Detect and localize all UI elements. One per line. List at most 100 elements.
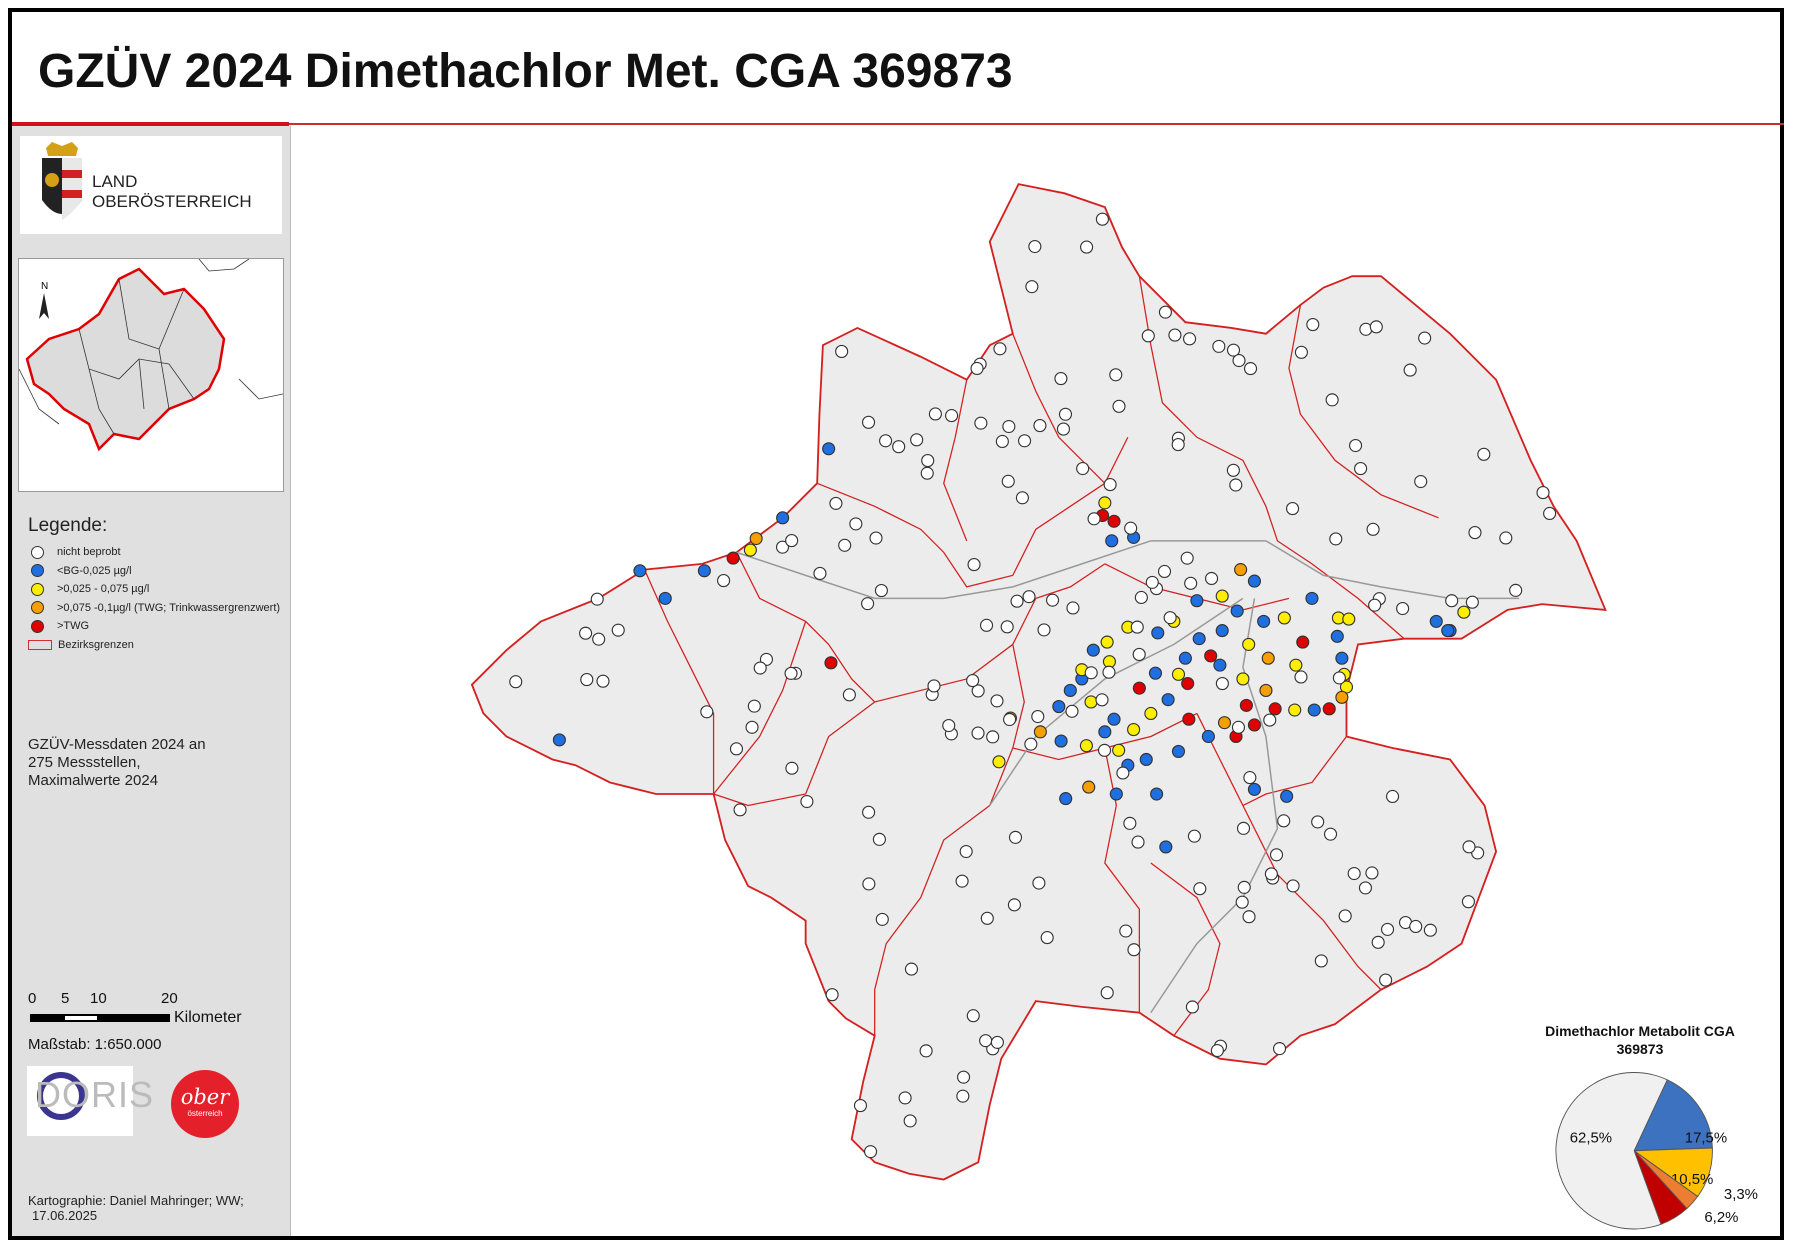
station-not-sampled — [927, 679, 941, 693]
station-sampled — [1127, 723, 1141, 737]
station-not-sampled — [1116, 766, 1130, 780]
station-not-sampled — [1380, 922, 1395, 936]
station-not-sampled — [1348, 438, 1363, 453]
station-not-sampled — [1076, 461, 1090, 476]
station-not-sampled — [862, 805, 876, 819]
station-sampled — [1171, 744, 1186, 758]
station-not-sampled — [1130, 620, 1144, 634]
station-sampled — [1429, 614, 1443, 628]
station-not-sampled — [1032, 876, 1046, 890]
station-not-sampled — [863, 1145, 878, 1159]
station-not-sampled — [1212, 339, 1226, 353]
station-not-sampled — [1231, 720, 1246, 734]
station-not-sampled — [1311, 815, 1325, 829]
station-sampled — [824, 656, 838, 670]
station-not-sampled — [921, 454, 935, 468]
station-not-sampled — [1002, 419, 1016, 434]
station-not-sampled — [1183, 332, 1197, 346]
station-sampled — [1190, 594, 1204, 608]
station-not-sampled — [1037, 623, 1051, 637]
station-sampled — [1342, 612, 1356, 626]
station-sampled — [1247, 782, 1261, 796]
station-sampled — [1307, 703, 1321, 717]
station-sampled — [1230, 604, 1244, 618]
station-not-sampled — [910, 433, 924, 447]
station-not-sampled — [1025, 280, 1039, 294]
legend-item-below-bg: <BG-0,025 µg/l — [28, 562, 280, 581]
station-not-sampled — [1123, 816, 1137, 830]
station-sampled — [1259, 683, 1273, 698]
station-sampled — [1296, 635, 1310, 649]
station-not-sampled — [753, 661, 767, 675]
station-not-sampled — [1499, 531, 1513, 545]
scale-tick: 0 — [28, 990, 37, 1007]
doris-ring-icon — [37, 1072, 85, 1120]
oberoesterreich-logo: ober österreich — [171, 1070, 239, 1138]
station-sampled — [1082, 780, 1096, 794]
station-sampled — [1105, 534, 1119, 548]
station-not-sampled — [956, 1089, 970, 1103]
station-not-sampled — [879, 434, 893, 448]
upper-austria-map — [470, 183, 1607, 1181]
station-not-sampled — [1418, 331, 1432, 345]
station-not-sampled — [1332, 671, 1346, 685]
pie-slice-label: 10,5% — [1671, 1171, 1713, 1188]
station-not-sampled — [995, 434, 1009, 449]
station-sampled — [1109, 787, 1123, 801]
station-not-sampled — [1087, 512, 1101, 526]
station-not-sampled — [974, 416, 988, 430]
station-sampled — [1084, 695, 1098, 709]
station-sampled — [1033, 725, 1047, 739]
pie-slice-label: 3,3% — [1724, 1186, 1758, 1203]
station-not-sampled — [1084, 666, 1098, 680]
station-not-sampled — [1033, 419, 1047, 433]
station-sampled — [1322, 702, 1336, 716]
credit-line: 17.06.2025 — [32, 1208, 98, 1223]
legend-label: >TWG — [57, 620, 90, 633]
info-line: GZÜV-Messdaten 2024 an — [28, 736, 206, 753]
station-not-sampled — [775, 540, 790, 554]
station-not-sampled — [904, 962, 919, 976]
logo-line2: OBERÖSTERREICH — [92, 192, 252, 211]
station-sampled — [1242, 637, 1256, 651]
legend-dot-icon — [31, 564, 44, 578]
station-not-sampled — [1226, 463, 1240, 477]
station-not-sampled — [875, 912, 889, 926]
station-not-sampled — [580, 673, 594, 687]
station-not-sampled — [942, 718, 956, 733]
station-not-sampled — [1306, 318, 1320, 332]
station-sampled — [1151, 626, 1165, 640]
station-not-sampled — [1100, 986, 1114, 1000]
station-not-sampled — [1119, 924, 1133, 938]
station-not-sampled — [1103, 478, 1117, 492]
station-not-sampled — [892, 440, 906, 454]
legend-dot-icon — [31, 601, 44, 615]
station-not-sampled — [1163, 611, 1177, 625]
station-not-sampled — [853, 1098, 868, 1113]
info-text: GZÜV-Messdaten 2024 an 275 Messstellen, … — [28, 736, 206, 790]
station-not-sampled — [1269, 848, 1284, 862]
station-sampled — [1054, 734, 1068, 748]
station-not-sampled — [1158, 305, 1172, 319]
station-not-sampled — [1414, 474, 1428, 489]
station-sampled — [633, 564, 647, 578]
station-not-sampled — [979, 1034, 993, 1048]
station-sampled — [1132, 681, 1146, 695]
station-not-sampled — [955, 874, 969, 888]
station-not-sampled — [800, 794, 814, 809]
station-not-sampled — [1066, 601, 1080, 615]
station-not-sampled — [813, 566, 827, 581]
station-not-sampled — [1314, 954, 1328, 968]
station-sampled — [1107, 514, 1121, 528]
station-sampled — [1063, 683, 1077, 698]
station-not-sampled — [966, 673, 980, 688]
station-sampled — [1289, 658, 1303, 672]
station-not-sampled — [1145, 575, 1159, 589]
logo-text: österreich — [187, 1109, 223, 1118]
station-not-sampled — [1001, 474, 1015, 488]
station-not-sampled — [1263, 713, 1277, 727]
scale-unit: Kilometer — [174, 1009, 242, 1026]
station-sampled — [1159, 840, 1173, 854]
station-not-sampled — [1445, 594, 1459, 608]
station-not-sampled — [1095, 212, 1109, 226]
